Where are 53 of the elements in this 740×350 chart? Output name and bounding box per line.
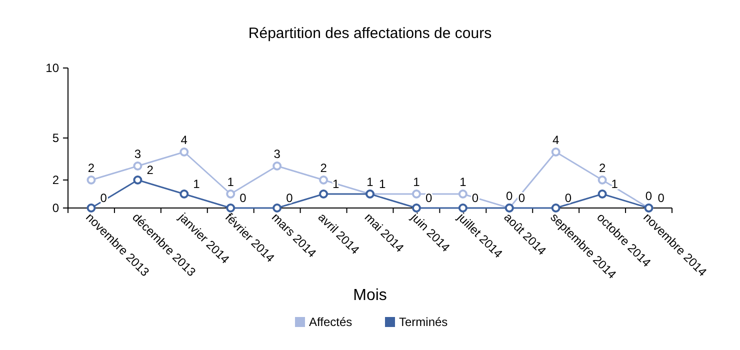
point [551,148,560,156]
data-label: 1 [332,177,340,191]
point [133,176,142,184]
data-label: 3 [134,147,142,161]
data-label: 0 [425,191,432,205]
point [412,190,421,198]
y-tick-label: 10 [46,61,60,76]
chart-title: Répartition des affectations de cours [248,25,492,42]
data-label: 2 [598,161,606,175]
point [226,204,236,212]
data-label: 1 [227,175,234,189]
point [272,204,282,212]
point [180,190,189,198]
legend-label: Affectés [309,315,352,329]
data-label: 0 [506,189,514,203]
point [412,204,421,212]
y-tick-label: 2 [52,173,60,188]
data-label: 1 [460,175,467,189]
data-label: 2 [146,163,154,177]
data-label: 0 [240,191,247,205]
data-label: 4 [180,133,188,147]
data-label: 3 [274,147,281,161]
point [458,204,468,212]
data-label: 0 [658,191,665,205]
point [180,148,189,156]
point [551,204,560,212]
data-label: 1 [413,175,420,189]
point [86,204,96,212]
data-label: 0 [564,191,572,205]
point [319,190,328,198]
data-label: 1 [193,177,200,191]
data-label: 4 [552,133,560,147]
point [319,176,328,184]
point [598,176,607,184]
point [458,190,468,198]
point [86,176,96,184]
point [133,162,142,170]
x-axis-title: Mois [353,287,387,304]
data-label: 0 [645,189,652,203]
data-label: 0 [472,191,479,205]
data-label: 0 [286,191,294,205]
data-label: 2 [320,161,328,175]
data-label: 1 [366,175,374,189]
data-label: 1 [611,177,618,191]
y-tick-label: 0 [52,201,60,216]
data-label: 0 [518,191,526,205]
data-label: 2 [88,161,95,175]
point [598,190,607,198]
legend-label: Terminés [399,315,448,329]
data-label: 1 [379,177,386,191]
point [226,190,236,198]
point [272,162,282,170]
y-tick-label: 5 [52,131,60,146]
